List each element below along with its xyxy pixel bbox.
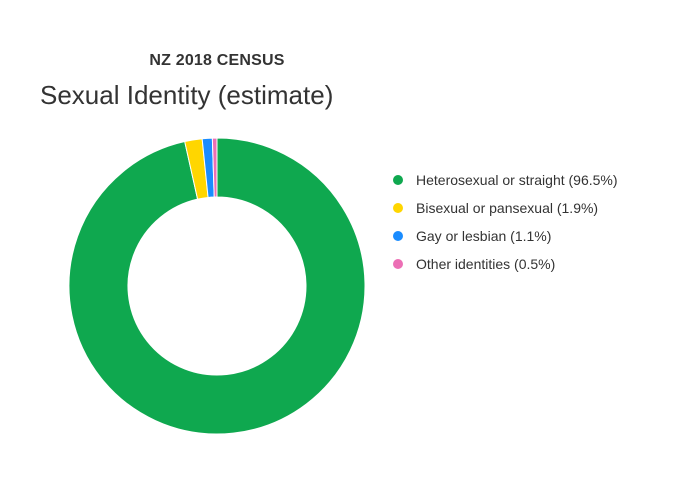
legend-dot-icon <box>393 175 403 185</box>
legend-label: Other identities (0.5%) <box>416 256 556 272</box>
legend-dot-icon <box>393 231 403 241</box>
donut-slice-0[interactable] <box>68 137 366 435</box>
legend-item[interactable]: Other identities (0.5%) <box>393 250 618 278</box>
donut-slices <box>68 137 366 435</box>
chart-kicker: NZ 2018 CENSUS <box>149 52 285 69</box>
legend-dot-icon <box>393 259 403 269</box>
legend-label: Bisexual or pansexual (1.9%) <box>416 200 599 216</box>
legend: Heterosexual or straight (96.5%) Bisexual… <box>393 166 618 278</box>
legend-item[interactable]: Gay or lesbian (1.1%) <box>393 222 618 250</box>
donut-slice-3[interactable] <box>211 137 218 198</box>
legend-label: Gay or lesbian (1.1%) <box>416 228 552 244</box>
legend-item[interactable]: Bisexual or pansexual (1.9%) <box>393 194 618 222</box>
legend-item[interactable]: Heterosexual or straight (96.5%) <box>393 166 618 194</box>
legend-label: Heterosexual or straight (96.5%) <box>416 172 618 188</box>
chart-title: Sexual Identity (estimate) <box>40 80 334 110</box>
legend-dot-icon <box>393 203 403 213</box>
